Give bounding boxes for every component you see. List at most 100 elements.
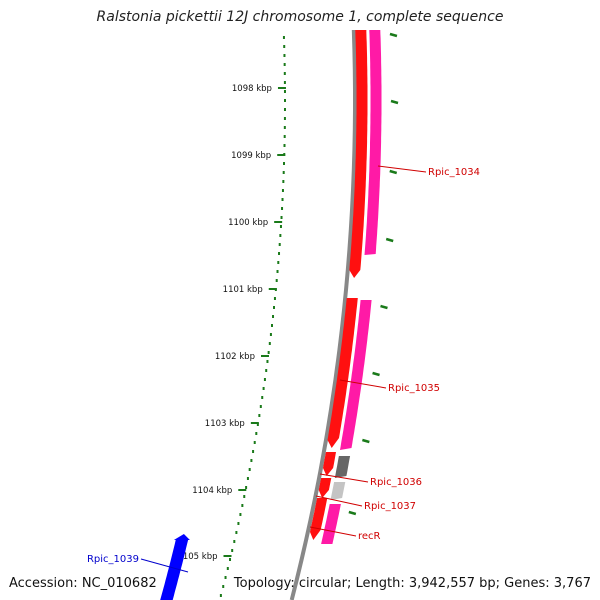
ruler-dot [282,171,285,174]
ruler-dot [265,369,268,372]
ruler-tick-label: 1104 kbp [192,486,232,496]
ruler-dot [282,180,285,183]
ruler-tick-label: 1098 kbp [232,84,272,94]
ruler-dot [283,144,286,147]
cds-arrow-cap [355,30,367,38]
ruler-dot [283,63,286,66]
ruler-tick-label: 1105 kbp [177,552,217,562]
ruler-dot [283,45,286,48]
ruler-dot [283,126,286,129]
ruler-dot [267,351,270,354]
cds-arrow-rpic-1039 [160,540,189,600]
cds-arrow-rpic-1034 [349,30,368,278]
cds-track-recr [321,504,341,544]
ruler-dot [239,513,242,516]
ruler-dot [281,207,284,210]
ruler-dot [278,243,281,246]
ruler-dot [231,549,234,552]
feature-tick [389,169,398,175]
ruler-dot [237,522,240,525]
ruler-tick-label: 1102 kbp [215,352,255,362]
gene-label-recr: recR [358,531,381,542]
ruler-dot [256,423,259,426]
ruler-dot [241,504,244,507]
feature-tick [385,237,394,243]
cds-track-rpic-1035 [340,300,372,450]
ruler-dot [248,468,251,471]
ruler-dot [235,531,238,534]
feature-tick [348,510,357,516]
ruler-dot [283,99,286,102]
ruler-dot [283,54,286,57]
cds-track-rpic-1034 [364,30,382,255]
ruler-dot [219,594,222,597]
ruler-dot [261,396,264,399]
ruler-dot [283,135,286,138]
ruler-dot [233,540,236,543]
ruler-dot [252,450,255,453]
ruler-dot [270,324,273,327]
ruler-dot [272,315,275,318]
accession-label: Accession: NC_010682 [9,576,157,591]
feature-tick [380,304,388,310]
ruler-tick-label: 1100 kbp [228,218,268,228]
ruler-dot [273,306,276,309]
ruler-dot [226,567,229,570]
ruler-dot [283,90,286,93]
feature-tick [389,32,398,38]
ruler-dot [224,576,227,579]
ruler-dot [282,36,285,39]
ruler-tick-label: 1101 kbp [223,285,263,295]
feature-block-light [330,482,346,500]
ruler-dot [222,585,225,588]
ruler-dot [281,198,284,201]
genome-backbone [289,29,357,600]
ruler-dot [273,297,276,300]
ruler-dot [253,441,256,444]
ruler-dot [283,117,286,120]
cds-arrow-rpic-1037 [318,478,332,498]
genome-summary: Topology: circular; Length: 3,942,557 bp… [233,576,591,591]
gene-label-rpic-1036: Rpic_1036 [370,477,422,488]
ruler-dot [275,279,278,282]
ruler-dot [283,81,286,84]
gene-leader-line [377,165,427,173]
feature-tick [372,371,380,377]
ruler-tick-label: 1099 kbp [231,151,271,161]
ruler-tick-label: 1103 kbp [205,419,245,429]
ruler-dot [255,432,258,435]
ruler-dot [279,225,282,228]
map-title: Ralstonia pickettii 12J chromosome 1, co… [96,9,504,25]
ruler-dot [258,414,261,417]
ruler-dot [262,387,265,390]
ruler-dot [281,189,284,192]
ruler-dot [269,333,272,336]
ruler-dot [283,72,286,75]
ruler-dot [283,162,286,165]
feature-block-dark [334,456,351,478]
gene-leader-line [309,526,357,537]
ruler-dot [283,108,286,111]
ruler-dot [229,558,232,561]
ruler-dot [266,360,269,363]
gene-label-rpic-1039: Rpic_1039 [87,554,139,565]
ruler-dot [246,477,249,480]
feature-tick [362,438,370,444]
cds-arrow-rpic-1039-tip [173,534,190,540]
gene-leader-line [315,495,363,507]
ruler-dot [276,270,279,273]
cds-arrow-recr [310,498,328,540]
ruler-dot [263,378,266,381]
ruler-dot [268,342,271,345]
cds-arrow-rpic-1036 [323,452,336,476]
ruler-dot [280,216,283,219]
cds-arrow-rpic-1035 [327,298,358,448]
gene-label-rpic-1034: Rpic_1034 [428,167,480,178]
ruler-dot [245,486,248,489]
ruler-dot [279,234,282,237]
gene-leader-line [140,558,189,573]
ruler-dot [243,495,246,498]
gene-leader-line [319,473,369,483]
